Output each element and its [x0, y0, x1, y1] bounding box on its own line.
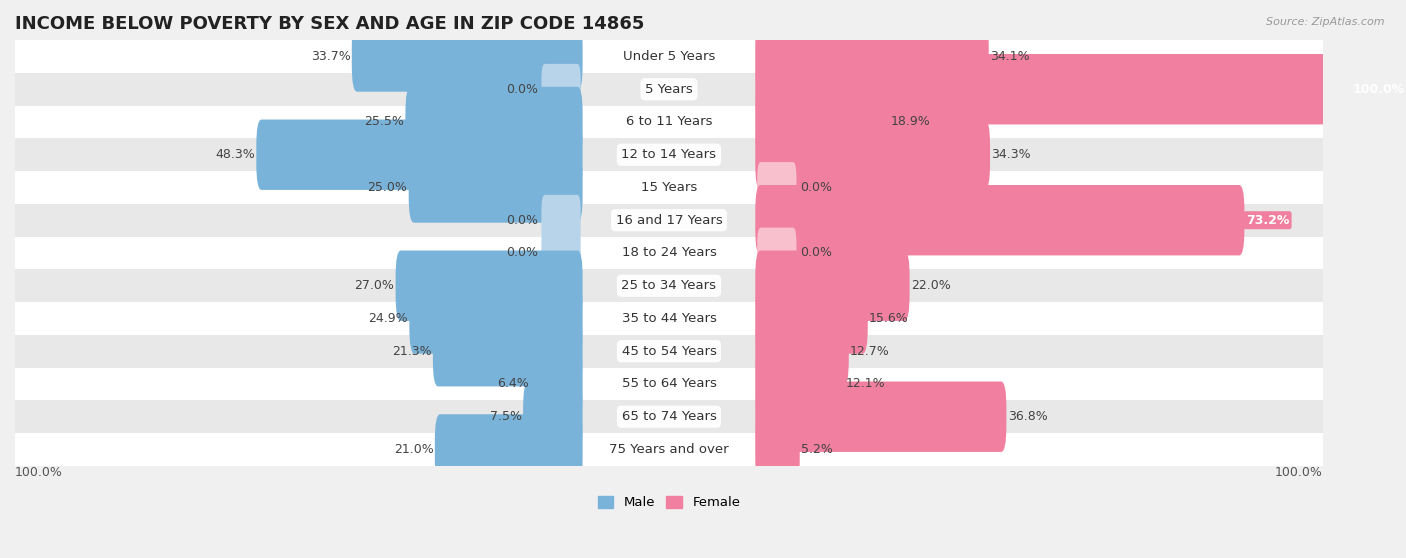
- FancyBboxPatch shape: [434, 414, 582, 485]
- Text: 12.7%: 12.7%: [851, 345, 890, 358]
- Text: 15 Years: 15 Years: [641, 181, 697, 194]
- FancyBboxPatch shape: [755, 185, 1244, 256]
- Text: 16 and 17 Years: 16 and 17 Years: [616, 214, 723, 227]
- FancyBboxPatch shape: [409, 152, 582, 223]
- Legend: Male, Female: Male, Female: [592, 490, 745, 514]
- Text: 22.0%: 22.0%: [911, 279, 950, 292]
- Text: 5.2%: 5.2%: [801, 443, 832, 456]
- Bar: [15, 204, 1323, 237]
- Text: 25 to 34 Years: 25 to 34 Years: [621, 279, 717, 292]
- FancyBboxPatch shape: [530, 349, 582, 419]
- Text: 100.0%: 100.0%: [1353, 83, 1405, 96]
- FancyBboxPatch shape: [755, 382, 1007, 452]
- Text: 7.5%: 7.5%: [489, 410, 522, 423]
- Text: 73.2%: 73.2%: [1246, 214, 1289, 227]
- FancyBboxPatch shape: [409, 283, 582, 354]
- Text: INCOME BELOW POVERTY BY SEX AND AGE IN ZIP CODE 14865: INCOME BELOW POVERTY BY SEX AND AGE IN Z…: [15, 15, 644, 33]
- FancyBboxPatch shape: [755, 283, 868, 354]
- Text: 5 Years: 5 Years: [645, 83, 693, 96]
- Text: 0.0%: 0.0%: [506, 83, 538, 96]
- Text: 24.9%: 24.9%: [368, 312, 408, 325]
- Text: 100.0%: 100.0%: [1275, 466, 1323, 479]
- Text: 6 to 11 Years: 6 to 11 Years: [626, 116, 713, 128]
- FancyBboxPatch shape: [541, 228, 581, 278]
- Bar: [15, 138, 1323, 171]
- Text: 25.0%: 25.0%: [367, 181, 408, 194]
- Bar: [15, 302, 1323, 335]
- Text: 27.0%: 27.0%: [354, 279, 394, 292]
- FancyBboxPatch shape: [352, 21, 582, 92]
- Bar: [15, 368, 1323, 400]
- Text: 18 to 24 Years: 18 to 24 Years: [621, 247, 717, 259]
- FancyBboxPatch shape: [758, 228, 796, 278]
- FancyBboxPatch shape: [395, 251, 582, 321]
- FancyBboxPatch shape: [755, 251, 910, 321]
- Text: 15.6%: 15.6%: [869, 312, 908, 325]
- Text: 75 Years and over: 75 Years and over: [609, 443, 728, 456]
- Text: 6.4%: 6.4%: [498, 377, 529, 391]
- Text: 48.3%: 48.3%: [215, 148, 254, 161]
- Text: Under 5 Years: Under 5 Years: [623, 50, 716, 63]
- Text: 12.1%: 12.1%: [846, 377, 886, 391]
- Bar: [15, 40, 1323, 73]
- Text: 100.0%: 100.0%: [15, 466, 63, 479]
- Bar: [15, 237, 1323, 270]
- Text: 21.0%: 21.0%: [394, 443, 433, 456]
- FancyBboxPatch shape: [755, 87, 890, 157]
- Text: 35 to 44 Years: 35 to 44 Years: [621, 312, 717, 325]
- Text: 0.0%: 0.0%: [506, 214, 538, 227]
- FancyBboxPatch shape: [755, 119, 990, 190]
- Bar: [15, 270, 1323, 302]
- Bar: [15, 335, 1323, 368]
- Text: 36.8%: 36.8%: [1008, 410, 1047, 423]
- Text: 34.3%: 34.3%: [991, 148, 1031, 161]
- Bar: [15, 105, 1323, 138]
- FancyBboxPatch shape: [541, 64, 581, 114]
- Text: Source: ZipAtlas.com: Source: ZipAtlas.com: [1267, 17, 1385, 27]
- Text: 55 to 64 Years: 55 to 64 Years: [621, 377, 717, 391]
- FancyBboxPatch shape: [523, 382, 582, 452]
- FancyBboxPatch shape: [755, 316, 849, 387]
- Text: 0.0%: 0.0%: [800, 247, 832, 259]
- FancyBboxPatch shape: [755, 349, 845, 419]
- FancyBboxPatch shape: [256, 119, 582, 190]
- FancyBboxPatch shape: [755, 54, 1406, 124]
- Text: 65 to 74 Years: 65 to 74 Years: [621, 410, 717, 423]
- Text: 0.0%: 0.0%: [506, 247, 538, 259]
- FancyBboxPatch shape: [433, 316, 582, 387]
- Text: 33.7%: 33.7%: [311, 50, 350, 63]
- FancyBboxPatch shape: [405, 87, 582, 157]
- FancyBboxPatch shape: [758, 162, 796, 213]
- Text: 34.1%: 34.1%: [990, 50, 1029, 63]
- Bar: [15, 171, 1323, 204]
- Text: 12 to 14 Years: 12 to 14 Years: [621, 148, 717, 161]
- FancyBboxPatch shape: [755, 414, 800, 485]
- Text: 45 to 54 Years: 45 to 54 Years: [621, 345, 717, 358]
- Text: 0.0%: 0.0%: [800, 181, 832, 194]
- Text: 25.5%: 25.5%: [364, 116, 404, 128]
- FancyBboxPatch shape: [541, 195, 581, 246]
- Bar: [15, 433, 1323, 466]
- Bar: [15, 400, 1323, 433]
- Bar: [15, 73, 1323, 105]
- FancyBboxPatch shape: [755, 21, 988, 92]
- Text: 21.3%: 21.3%: [392, 345, 432, 358]
- Text: 18.9%: 18.9%: [890, 116, 931, 128]
